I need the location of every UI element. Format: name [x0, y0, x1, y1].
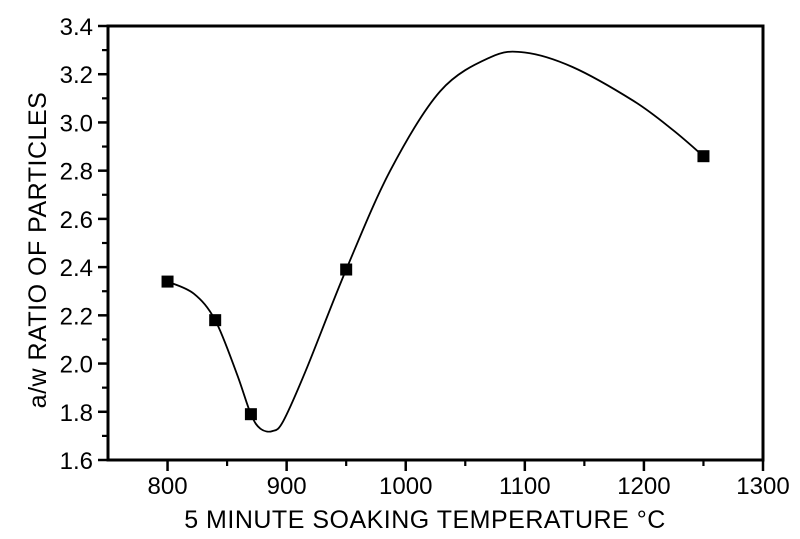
- y-axis-title: a/w RATIO OF PARTICLES: [24, 92, 52, 409]
- data-point-marker: [161, 275, 174, 288]
- x-tick-label: 1100: [499, 473, 551, 500]
- x-tick-label: 1000: [379, 473, 432, 500]
- x-tick-label: 1200: [617, 473, 670, 500]
- x-tick-label: 1300: [736, 473, 789, 500]
- y-tick-label: 3.0: [60, 110, 93, 137]
- y-tick-label: 3.4: [60, 14, 93, 41]
- y-tick-label: 2.8: [60, 159, 93, 186]
- data-curve: [167, 50, 705, 433]
- data-point-marker: [244, 408, 257, 421]
- y-tick-label: 2.4: [60, 255, 93, 282]
- y-tick-label: 2.6: [60, 207, 93, 234]
- y-tick-label: 2.2: [60, 303, 93, 330]
- y-tick-label: 1.6: [60, 448, 93, 475]
- x-axis-title: 5 MINUTE SOAKING TEMPERATURE °C: [184, 506, 666, 534]
- y-tick-label: 3.2: [60, 62, 93, 89]
- x-tick-label: 900: [267, 473, 307, 500]
- data-point-marker: [209, 314, 222, 327]
- data-point-marker: [697, 150, 710, 163]
- y-tick-label: 1.8: [60, 400, 93, 427]
- plot-border: [106, 24, 765, 462]
- y-tick-label: 2.0: [60, 352, 93, 379]
- x-tick-label: 800: [148, 473, 188, 500]
- data-point-marker: [340, 263, 353, 276]
